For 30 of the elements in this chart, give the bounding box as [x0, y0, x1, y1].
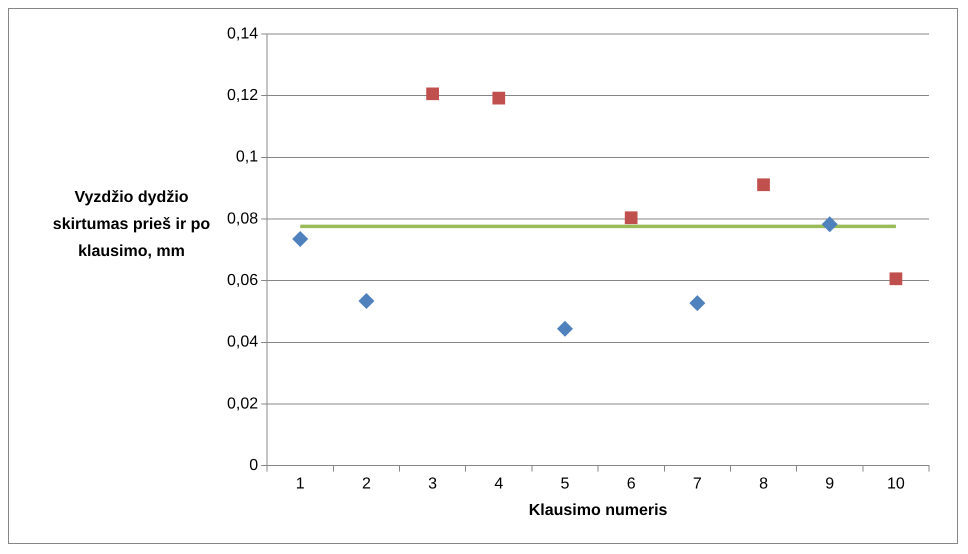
y-tick-label: 0,08 — [227, 210, 258, 228]
point — [757, 178, 770, 192]
x-tick-label: 1 — [296, 476, 305, 493]
x-tick-label: 7 — [692, 476, 702, 493]
point — [358, 292, 374, 309]
point — [689, 295, 706, 312]
point — [624, 211, 638, 224]
x-tick-label: 9 — [825, 476, 834, 493]
y-tick-label: 0 — [249, 457, 258, 474]
y-tick-label: 0,04 — [227, 334, 258, 351]
y-tick-label: 0,12 — [227, 87, 258, 104]
point — [890, 272, 902, 286]
x-tick-label: 4 — [494, 476, 504, 493]
point — [492, 92, 506, 104]
point — [426, 87, 439, 100]
point — [556, 320, 573, 337]
x-tick-label: 8 — [759, 476, 768, 493]
x-tick-label: 10 — [887, 476, 905, 493]
y-axis-title: Vyzdžio dydžio skirtumas prieš ir po klausimo, mm — [52, 188, 212, 262]
y-tick-label: 0,06 — [227, 272, 258, 290]
x-tick-label: 5 — [560, 476, 570, 493]
point — [292, 231, 308, 248]
x-tick-label: 6 — [626, 476, 636, 493]
x-axis-title: Klausimo numeris — [528, 502, 668, 519]
point — [822, 216, 838, 232]
y-tick-label: 0,02 — [227, 395, 258, 412]
x-tick-label: 3 — [428, 476, 438, 493]
x-tick-label: 2 — [362, 476, 371, 493]
y-tick-label: 0,14 — [227, 25, 258, 42]
y-tick-label: 0,1 — [236, 148, 258, 166]
